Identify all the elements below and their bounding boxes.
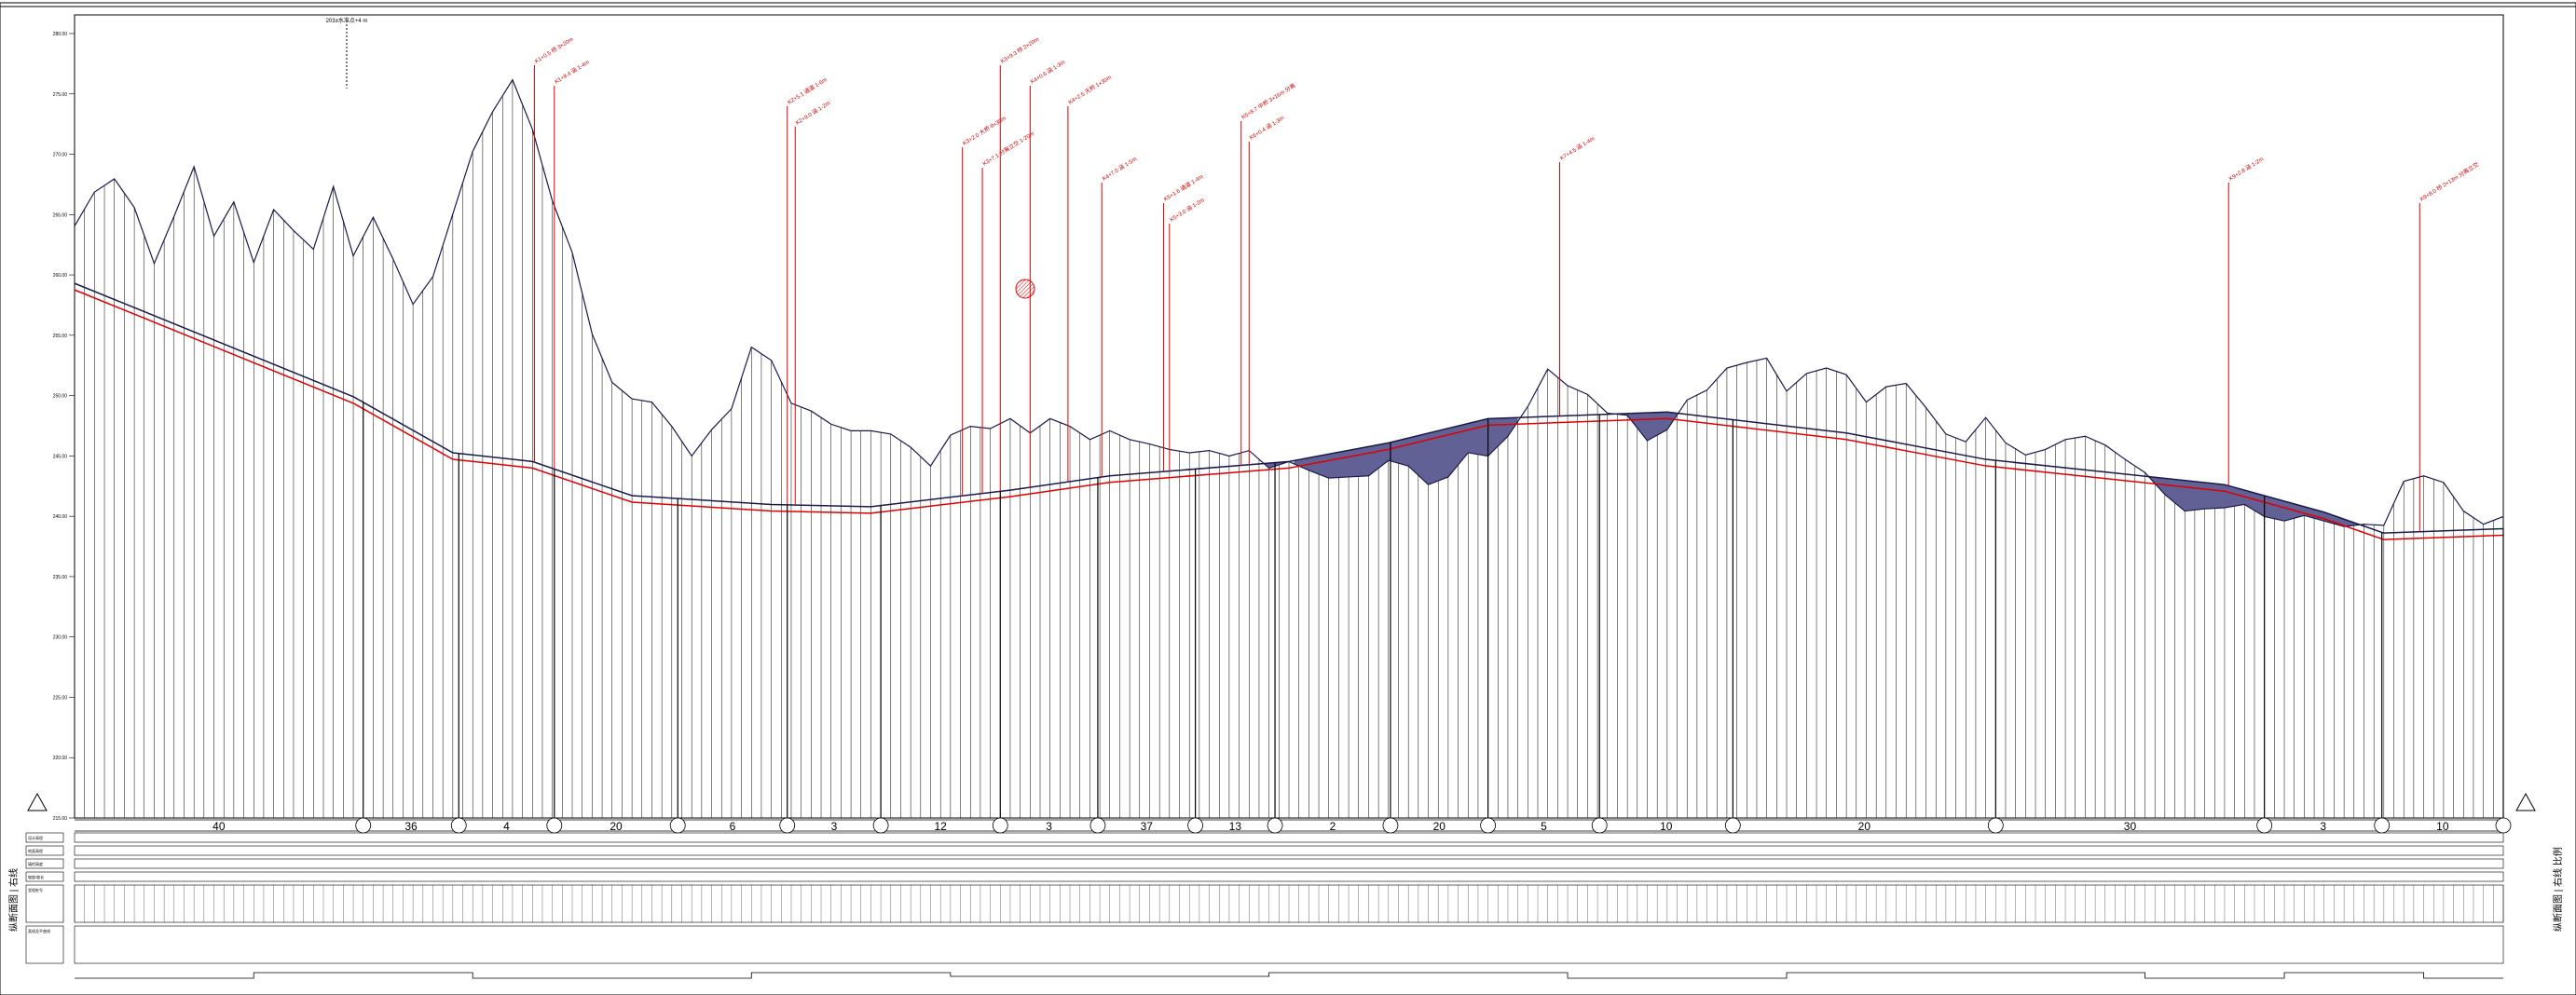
vertical-node-marker <box>450 817 467 834</box>
y-tick-label: 220.00 <box>53 756 68 761</box>
y-tick-label: 260.00 <box>53 273 68 279</box>
vertical-node-marker <box>1724 817 1741 834</box>
vertical-node-marker <box>992 817 1008 834</box>
band-row <box>74 925 2504 964</box>
grade-value: 40 <box>212 820 226 833</box>
profile-lines <box>74 78 2504 540</box>
y-tick-label: 265.00 <box>53 212 68 218</box>
right-side-title: 纵断面图 | 右线 比例 <box>2552 847 2564 932</box>
vertical-node-marker <box>669 817 686 834</box>
band-row-header <box>25 845 64 856</box>
grade-value: 10 <box>2436 820 2449 833</box>
band-row-label: 直线及平曲线 <box>28 928 50 934</box>
right-scale-arrow-icon <box>2515 792 2536 811</box>
design-line <box>74 282 2504 534</box>
grade-value: 10 <box>1660 820 1673 833</box>
vertical-node-marker <box>1591 817 1608 834</box>
grade-value: 37 <box>1141 820 1154 833</box>
vertical-node-marker <box>872 817 889 834</box>
y-tick-label: 240.00 <box>53 514 68 520</box>
band-row <box>74 871 2504 882</box>
y-tick-label: 280.00 <box>53 32 68 37</box>
vertical-node-marker <box>1187 817 1204 834</box>
vertical-node-marker <box>1267 817 1283 834</box>
left-side-title: 纵断面图 | 右线 <box>7 868 20 932</box>
band-row-header <box>25 884 64 923</box>
y-tick-label: 275.00 <box>53 92 68 98</box>
vertical-node-marker <box>1089 817 1106 834</box>
grade-value: 4 <box>503 820 510 833</box>
band-row-label: 设计高程 <box>28 835 43 840</box>
vertical-node-marker <box>2495 817 2512 834</box>
grade-value: 20 <box>610 820 623 833</box>
grade-value: 13 <box>1229 820 1242 833</box>
vertical-node-marker <box>1987 817 2004 834</box>
y-tick-label: 235.00 <box>53 575 68 580</box>
band-row-header <box>25 858 64 869</box>
vertical-node-marker <box>2256 817 2273 834</box>
y-tick-label: 215.00 <box>53 816 68 822</box>
grade-value: 20 <box>1858 820 1871 833</box>
grade-value: 5 <box>1541 820 1547 833</box>
vertical-node-marker <box>355 817 372 834</box>
band-row <box>74 845 2504 856</box>
band-row-label: 填挖高度 <box>28 861 43 866</box>
band-row <box>74 858 2504 869</box>
y-tick-label: 255.00 <box>53 334 68 339</box>
vertical-node-marker <box>546 817 563 834</box>
band-row-label: 坡度/坡长 <box>28 874 44 879</box>
band-row-header <box>25 871 64 882</box>
grade-value: 36 <box>404 820 418 833</box>
y-tick-label: 250.00 <box>53 394 68 400</box>
design-line-red <box>74 289 2504 540</box>
fill-area <box>1294 417 1518 485</box>
grade-value: 6 <box>730 820 736 833</box>
vertical-node-marker <box>779 817 796 834</box>
grade-value: 2 <box>1330 820 1336 833</box>
grade-value: 12 <box>935 820 948 833</box>
control-point-marker <box>1015 279 1035 299</box>
band-row <box>74 832 2504 843</box>
y-axis-ticks: 280.00 275.00 270.00 265.00 260.00 255.00 250.… <box>53 32 75 822</box>
vertical-curve-nodes <box>355 402 2512 834</box>
y-tick-label: 270.00 <box>53 153 68 158</box>
grade-value: 3 <box>831 820 838 833</box>
y-tick-label: 225.00 <box>53 695 68 701</box>
vertical-node-marker <box>1480 817 1497 834</box>
station-drop-lines <box>74 79 2504 818</box>
vertical-node-marker <box>1382 817 1399 834</box>
y-tick-label: 245.00 <box>53 454 68 459</box>
band-row-label: 地面高程 <box>28 848 43 853</box>
band-row-header <box>25 832 64 843</box>
vertical-node-marker <box>2374 817 2391 834</box>
y-tick-label: 230.00 <box>53 635 68 641</box>
peak-label: 203±水准点+4 m <box>326 17 368 24</box>
grade-value: 20 <box>1433 820 1446 833</box>
grade-value: 3 <box>1046 820 1052 833</box>
left-scale-arrow-icon <box>27 792 48 811</box>
grade-value: 30 <box>2124 820 2137 833</box>
band-row-header <box>25 925 64 964</box>
alignment-step-line <box>75 972 2503 979</box>
grade-value: 3 <box>2320 820 2326 833</box>
band-row-label: 里程桩号 <box>28 887 43 893</box>
